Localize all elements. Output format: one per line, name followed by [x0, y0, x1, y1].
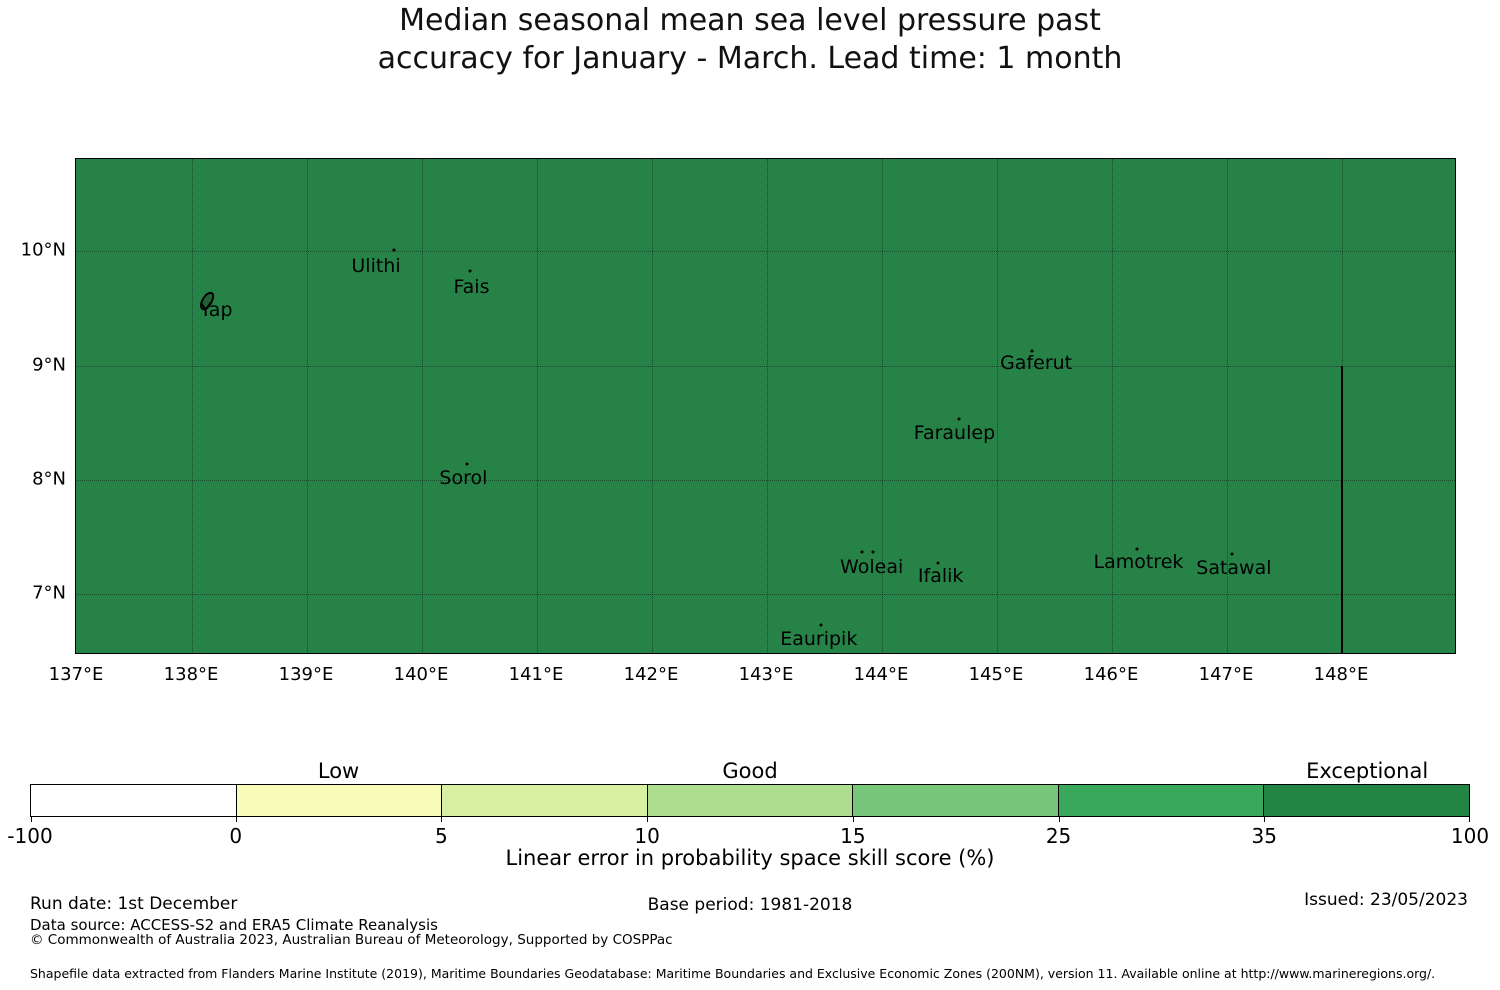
x-tick-label: 138°E — [163, 664, 219, 685]
lon-gridline — [882, 159, 883, 653]
lon-gridline — [537, 159, 539, 653]
colorbar-tick-mark — [852, 817, 854, 822]
island-dot — [819, 623, 823, 627]
lon-gridline — [192, 159, 194, 653]
island-dot — [1030, 349, 1033, 353]
island-dot — [936, 561, 940, 565]
colorbar-tick-label: 0 — [229, 824, 243, 848]
colorbar-segments — [30, 784, 1470, 817]
colorbar-category-label: Low — [317, 759, 360, 783]
island-dot — [468, 269, 472, 273]
island-dot — [392, 248, 396, 252]
colorbar-tick-label: -100 — [7, 824, 53, 848]
colorbar-tick-mark — [647, 817, 649, 822]
island-label: Gaferut — [1000, 352, 1073, 375]
lon-gridline — [307, 159, 309, 653]
colorbar-categories: Low Good Exceptional — [30, 757, 1470, 784]
island-label: Fais — [453, 275, 490, 298]
x-tick-label: 141°E — [508, 664, 564, 685]
x-tick-label: 142°E — [623, 664, 679, 685]
island-label: Ifalik — [917, 564, 964, 587]
colorbar-tick-label: 5 — [435, 824, 448, 848]
colorbar-category-label: Good — [722, 759, 778, 783]
island-dot — [860, 550, 864, 554]
lat-gridline — [76, 365, 1455, 367]
x-tick-label: 143°E — [738, 664, 794, 685]
data-source-text: Data source: ACCESS-S2 and ERA5 Climate … — [30, 916, 438, 934]
x-tick-label: 140°E — [393, 664, 449, 685]
colorbar-tick-label: 25 — [1045, 824, 1072, 848]
run-date-text: Run date: 1st December — [30, 894, 238, 914]
colorbar-segment — [647, 785, 854, 816]
lon-gridline — [1112, 159, 1113, 653]
figure-title-line2: accuracy for January - March. Lead time:… — [377, 41, 1123, 76]
colorbar-tick-label: 10 — [634, 824, 660, 848]
x-tick-label: 139°E — [278, 664, 334, 685]
island-dot — [465, 462, 469, 466]
map-canvas: Yap Ulithi Fais Sorol Gaferut Faraulep Woleai I… — [75, 158, 1456, 654]
base-period-text: Base period: 1981-2018 — [647, 895, 853, 915]
island-label: Faraulep — [913, 422, 996, 445]
island-label: Satawal — [1196, 556, 1272, 579]
x-tick-label: 137°E — [48, 664, 104, 685]
colorbar-tick-mark — [235, 817, 237, 822]
copyright-text: © Commonwealth of Australia 2023, Austra… — [30, 932, 673, 948]
x-tick-label: 147°E — [1198, 664, 1254, 685]
x-tick-label: 148°E — [1313, 664, 1369, 685]
colorbar-segment — [236, 785, 443, 816]
island-label: Eauripik — [780, 627, 858, 650]
colorbar-segment — [1058, 785, 1265, 816]
colorbar-tick-label: 100 — [1450, 824, 1490, 848]
island-dot — [1135, 547, 1139, 551]
colorbar-axis-label: Linear error in probability space skill … — [505, 846, 995, 870]
colorbar-tick-mark — [1469, 817, 1470, 822]
colorbar-segment — [853, 785, 1059, 816]
x-tick-label: 146°E — [1083, 664, 1139, 685]
colorbar-tick-label: 35 — [1251, 824, 1278, 848]
island-label: Sorol — [439, 466, 488, 489]
island-label: Ulithi — [351, 255, 401, 278]
y-axis: 10°N 9°N 8°N 7°N — [0, 158, 66, 654]
colorbar-ticks: -100 0 5 10 15 25 35 100 — [7, 817, 1489, 862]
lat-gridline — [76, 251, 1455, 253]
island-label: Woleai — [840, 555, 904, 578]
colorbar-segment — [1264, 785, 1470, 816]
colorbar-tick-label: 15 — [840, 824, 866, 848]
island-label: Lamotrek — [1093, 551, 1184, 574]
eez-boundary-line — [1341, 365, 1343, 653]
colorbar-segment — [442, 785, 648, 816]
y-tick-label: 8°N — [32, 468, 66, 490]
lat-gridline — [76, 479, 1455, 481]
lat-gridline — [76, 594, 1455, 596]
colorbar-tick-mark — [30, 817, 32, 822]
shapefile-note-text: Shapefile data extracted from Flanders M… — [30, 966, 1436, 981]
y-tick-label: 7°N — [32, 582, 66, 604]
lon-gridline — [422, 159, 424, 653]
y-tick-label: 10°N — [20, 239, 66, 261]
colorbar-tick-mark — [1264, 817, 1266, 822]
lon-gridline — [767, 159, 769, 653]
lon-gridline — [652, 159, 654, 653]
x-tick-label: 145°E — [968, 664, 1024, 685]
island-dot — [1230, 552, 1234, 556]
x-tick-label: 144°E — [853, 664, 909, 685]
colorbar-tick-mark — [441, 817, 443, 822]
colorbar-category-label: Exceptional — [1306, 759, 1429, 783]
colorbar-tick-mark — [1058, 817, 1060, 822]
lon-gridline — [1227, 159, 1228, 653]
y-tick-label: 9°N — [32, 354, 66, 376]
colorbar-segment — [31, 785, 237, 816]
figure-title-line1: Median seasonal mean sea level pressure … — [399, 3, 1101, 38]
figure-title: Median seasonal mean sea level pressure … — [0, 2, 1500, 78]
colorbar: Low Good Exceptional -100 0 5 10 15 25 35 100 — [7, 757, 1489, 862]
island-dot — [957, 417, 961, 421]
issued-date-text: Issued: 23/05/2023 — [1304, 890, 1468, 910]
island-dot — [871, 550, 875, 554]
lon-gridline — [997, 159, 998, 653]
island-label: Yap — [199, 298, 233, 321]
x-axis: 137°E 138°E 139°E 140°E 141°E 142°E 143°E 144°E… — [49, 664, 1456, 690]
